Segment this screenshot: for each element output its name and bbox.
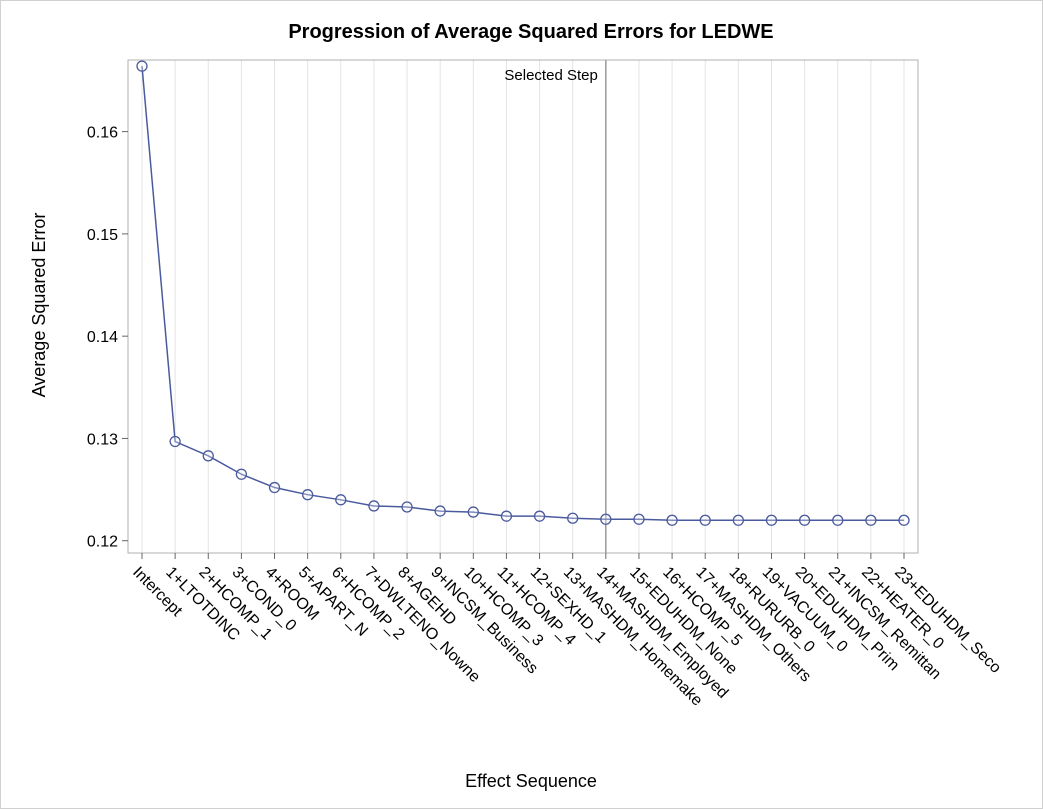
data-point — [765, 514, 778, 526]
data-point — [434, 505, 446, 517]
data-point — [302, 489, 314, 501]
chart-title: Progression of Average Squared Errors fo… — [288, 21, 773, 43]
data-point — [368, 500, 380, 512]
data-point — [798, 514, 811, 526]
data-point — [235, 468, 248, 480]
data-point — [268, 481, 281, 494]
y-axis-label: Average Squared Error — [29, 213, 49, 398]
data-point — [335, 494, 347, 506]
y-tick-label: 0.16 — [87, 125, 118, 142]
x-axis-label: Effect Sequence — [465, 771, 597, 791]
data-point — [898, 514, 910, 526]
data-point — [865, 514, 877, 526]
data-point — [169, 435, 181, 448]
reference-label: Selected Step — [504, 67, 597, 84]
y-tick-label: 0.14 — [87, 329, 118, 346]
plot-area — [127, 59, 919, 554]
y-tick-label: 0.12 — [87, 534, 118, 551]
data-point — [567, 512, 579, 524]
data-point — [666, 514, 678, 526]
data-point — [633, 513, 645, 525]
data-point — [467, 506, 479, 518]
data-point — [401, 501, 413, 513]
data-point — [533, 510, 546, 522]
y-tick-label: 0.15 — [87, 227, 118, 244]
data-point — [202, 450, 214, 462]
data-point — [699, 514, 711, 526]
data-point — [136, 60, 148, 72]
y-tick-label: 0.13 — [87, 431, 118, 448]
data-point — [500, 510, 513, 522]
data-point — [832, 514, 844, 526]
data-point — [732, 514, 744, 526]
data-point — [600, 513, 612, 525]
